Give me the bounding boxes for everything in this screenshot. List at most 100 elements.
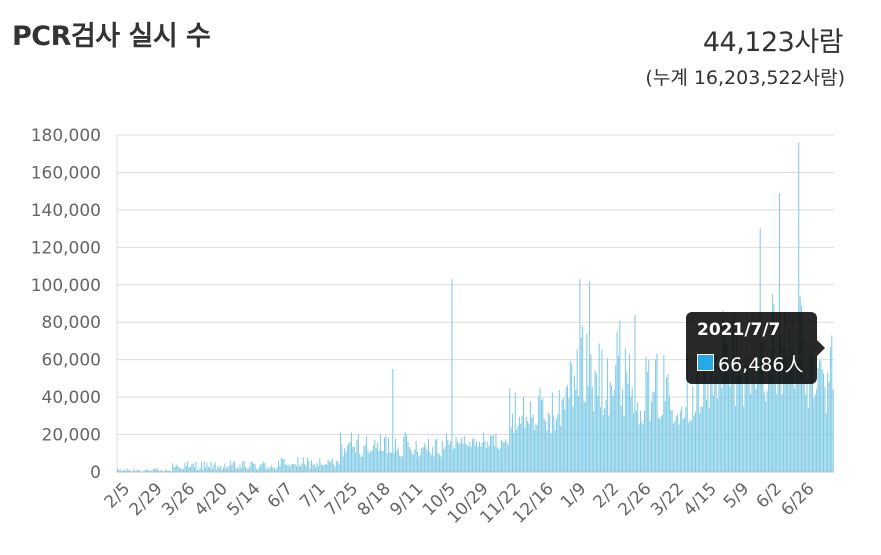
bar: [126, 468, 128, 472]
bar: [732, 315, 734, 472]
bar: [265, 468, 267, 472]
bar: [470, 446, 472, 472]
bar: [250, 461, 252, 472]
bar: [586, 333, 588, 472]
bar: [359, 453, 361, 472]
bar: [385, 435, 387, 472]
bar: [418, 456, 420, 472]
bar: [666, 377, 668, 472]
bar: [787, 365, 789, 472]
bar: [785, 359, 787, 472]
bar: [123, 469, 125, 472]
bar: [232, 462, 234, 472]
bar: [776, 393, 778, 472]
bar: [520, 423, 522, 472]
bar: [488, 446, 490, 472]
bar: [656, 353, 658, 472]
bar: [374, 440, 376, 472]
bar: [283, 458, 285, 472]
bar: [461, 438, 463, 472]
x-tick-label: 7/25: [321, 479, 362, 520]
bar: [569, 361, 571, 472]
bar: [604, 407, 606, 472]
bar: [668, 395, 670, 472]
bar: [187, 461, 189, 472]
bar: [635, 410, 637, 472]
bar: [323, 465, 325, 472]
bar: [580, 337, 582, 472]
bar: [773, 304, 775, 472]
bar: [655, 359, 657, 472]
bar: [547, 412, 549, 472]
bar: [576, 349, 578, 472]
bar: [740, 375, 742, 472]
bar: [465, 443, 467, 472]
bar: [466, 444, 468, 472]
bar: [396, 450, 398, 472]
bar: [452, 449, 454, 472]
bar: [328, 461, 330, 472]
y-axis-labels: 0 20,000 40,000 60,000 80,000 100,000 120,000 1…: [31, 126, 101, 483]
y-tick-label: 160,000: [31, 163, 101, 183]
latest-value: 44,123사람: [702, 27, 844, 58]
bar: [450, 441, 452, 472]
bar: [423, 443, 425, 472]
y-tick-label: 120,000: [31, 238, 101, 258]
bar: [289, 466, 291, 472]
bar: [751, 311, 753, 472]
bar: [543, 418, 545, 472]
bar: [415, 440, 417, 472]
bar: [506, 442, 508, 472]
bar: [334, 466, 336, 472]
bar: [546, 430, 548, 472]
bar: [701, 406, 703, 472]
bar: [406, 435, 408, 472]
bar: [615, 365, 617, 472]
bar: [529, 401, 531, 472]
bar: [269, 468, 271, 472]
bar: [802, 383, 804, 472]
bar: [679, 411, 681, 472]
bar: [591, 386, 593, 472]
bar: [222, 467, 224, 472]
bar: [766, 391, 768, 472]
bar: [762, 343, 764, 472]
bar: [400, 456, 402, 472]
bar: [561, 400, 563, 472]
bar: [558, 389, 560, 472]
bar: [199, 468, 201, 472]
bar: [644, 410, 646, 472]
bar: [462, 444, 464, 472]
bar: [173, 466, 175, 472]
bar: [330, 461, 332, 472]
bar: [154, 468, 156, 472]
bar: [717, 398, 719, 472]
bar: [630, 396, 632, 472]
bar: [312, 464, 314, 472]
bar: [360, 456, 362, 472]
bar: [498, 449, 500, 472]
y-tick-label: 180,000: [31, 126, 101, 146]
bar: [345, 452, 347, 472]
bar: [516, 429, 518, 472]
bar: [161, 470, 163, 472]
bar: [279, 465, 281, 472]
bar: [412, 454, 414, 472]
bar: [652, 391, 654, 472]
bar: [814, 394, 816, 472]
bar: [489, 435, 491, 472]
bar: [795, 358, 797, 472]
bar: [784, 311, 786, 472]
gridlines: [116, 134, 834, 473]
bar: [401, 455, 403, 472]
bar: [361, 456, 363, 472]
bar: [832, 389, 834, 472]
bar: [476, 440, 478, 472]
bar: [118, 469, 120, 472]
bar: [319, 458, 321, 472]
bar: [133, 468, 135, 472]
bar: [821, 369, 823, 472]
bar: [609, 382, 611, 472]
bar: [539, 388, 541, 472]
